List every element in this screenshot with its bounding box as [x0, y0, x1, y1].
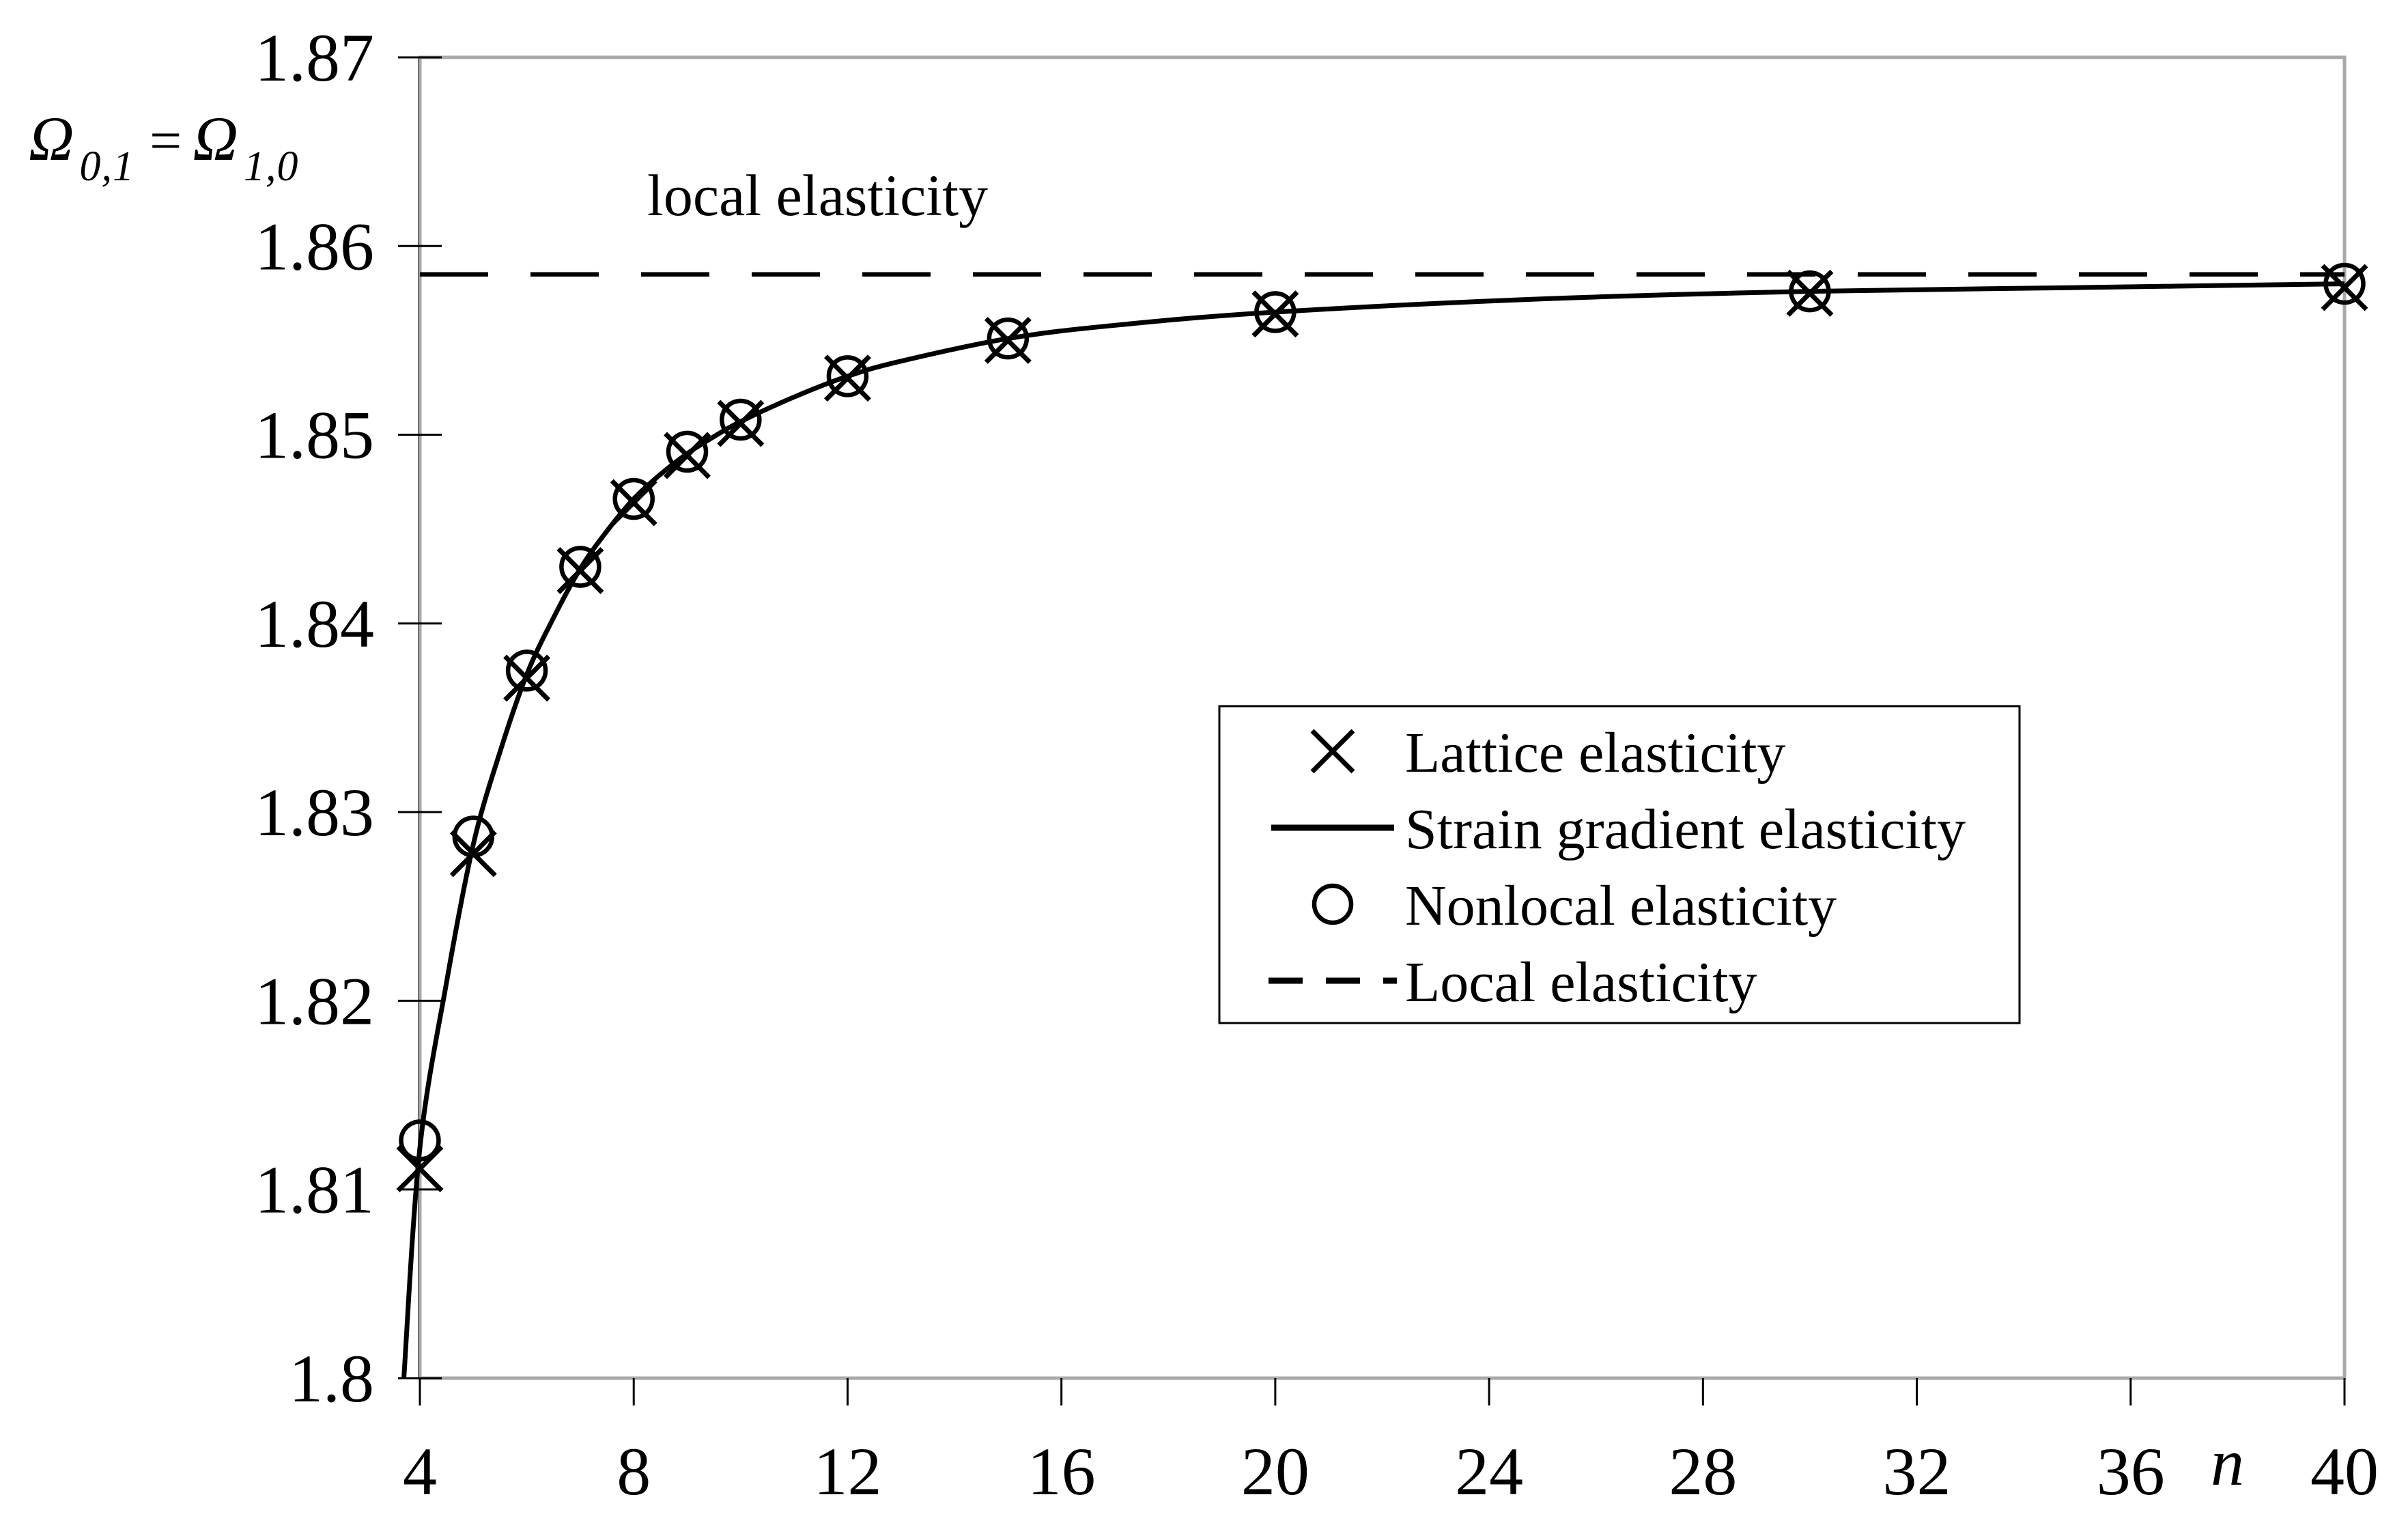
y-tick-label: 1.87 — [255, 20, 374, 96]
omega-subscript: 0,1 — [79, 143, 135, 190]
lattice-data-point-marker — [1251, 290, 1299, 338]
lattice-data-point-marker — [664, 432, 711, 479]
legend-item-label: Nonlocal elasticity — [1405, 874, 1837, 938]
x-tick-label: 12 — [813, 1433, 881, 1509]
omega-symbol: Ω — [29, 104, 76, 173]
legend-box — [1218, 705, 2021, 1024]
x-axis-title: n — [2211, 1426, 2244, 1500]
x-tick-label: 8 — [617, 1433, 651, 1509]
y-tick-label: 1.86 — [255, 208, 374, 284]
local-elasticity-annotation: local elasticity — [647, 163, 989, 228]
x-tick-label: 32 — [1883, 1433, 1951, 1509]
lattice-data-point-marker — [1786, 269, 1834, 317]
nonlocal-data-point-marker — [666, 430, 709, 473]
nonlocal-data-point-marker — [559, 546, 601, 588]
y-tick-label: 1.81 — [255, 1152, 374, 1228]
lattice-data-point-marker — [610, 479, 657, 527]
nonlocal-data-point-marker — [612, 477, 655, 520]
lattice-data-point-marker — [396, 1145, 444, 1192]
lattice-data-point-marker — [2321, 264, 2368, 311]
y-tick-label: 1.82 — [255, 963, 374, 1039]
y-tick-label: 1.85 — [255, 397, 374, 473]
lattice-data-point-marker — [503, 654, 551, 702]
plot-border — [418, 55, 2347, 1380]
x-tick-label: 40 — [2310, 1433, 2379, 1509]
y-tick-label: 1.83 — [255, 774, 374, 850]
nonlocal-data-point-marker — [1789, 270, 1831, 313]
y-tick-label: 1.8 — [289, 1341, 374, 1416]
equals-sign: = — [150, 109, 184, 173]
omega-symbol: Ω — [193, 104, 240, 173]
x-tick-label: 16 — [1028, 1433, 1096, 1509]
legend-item-label: Local elasticity — [1405, 951, 1757, 1014]
x-tick-label: 20 — [1241, 1433, 1309, 1509]
nonlocal-data-point-marker — [826, 355, 869, 397]
lattice-data-point-marker — [823, 354, 871, 402]
legend-circle-marker-icon — [1312, 883, 1354, 925]
nonlocal-data-point-marker — [2323, 262, 2366, 305]
legend-item-label: Strain gradient elasticity — [1405, 798, 1966, 861]
legend-x-marker-icon — [1310, 729, 1355, 774]
x-tick-label: 36 — [2097, 1433, 2165, 1509]
nonlocal-data-point-marker — [1254, 291, 1297, 333]
x-tick-label: 24 — [1455, 1433, 1523, 1509]
y-axis-title: Ω0,1 = Ω1,0 — [29, 102, 298, 191]
x-tick-label: 28 — [1669, 1433, 1737, 1509]
omega-subscript: 1,0 — [243, 143, 299, 190]
lattice-data-point-marker — [984, 316, 1032, 364]
y-tick-label: 1.84 — [255, 586, 374, 662]
lattice-data-point-marker — [556, 547, 604, 594]
legend-item-label: Lattice elasticity — [1405, 721, 1785, 785]
x-tick-label: 4 — [403, 1433, 437, 1509]
lattice-data-point-marker — [449, 830, 497, 878]
nonlocal-data-point-marker — [505, 649, 548, 692]
nonlocal-data-point-marker — [720, 398, 762, 441]
nonlocal-data-point-marker — [399, 1119, 441, 1162]
lattice-data-point-marker — [717, 400, 765, 447]
nonlocal-data-point-marker — [987, 317, 1030, 360]
